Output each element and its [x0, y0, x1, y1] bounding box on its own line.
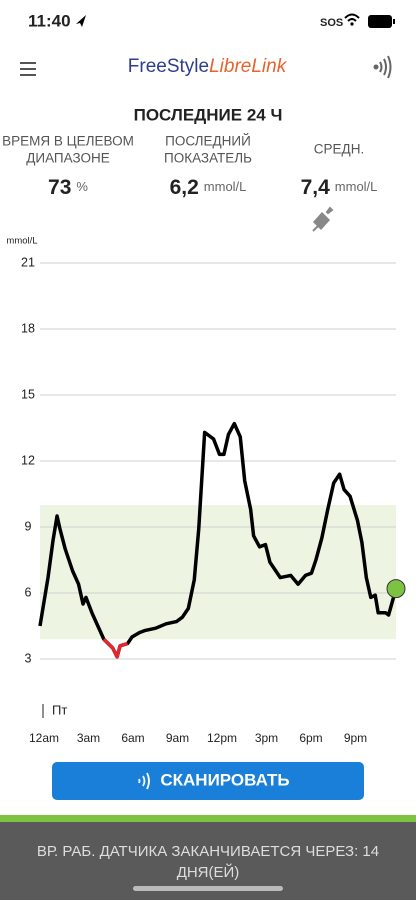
y-tick-label: 18 [21, 321, 35, 335]
stat-unit: mmol/L [335, 179, 378, 194]
x-tick-label: 6am [121, 731, 144, 745]
y-tick-label: 6 [25, 585, 32, 599]
y-tick-label: 21 [21, 255, 35, 269]
wifi-dot [350, 22, 354, 26]
sensor-icon [312, 206, 334, 232]
y-axis-label: mmol/L [6, 236, 37, 247]
battery-icon [368, 15, 392, 28]
y-tick-label: 9 [25, 519, 32, 533]
logo-part: FreeStyle [128, 56, 209, 77]
glucose-line [38, 421, 398, 659]
y-tick-label: 12 [21, 453, 35, 467]
x-tick-label: 9am [166, 731, 189, 745]
stat-number: 6,2 [170, 176, 199, 199]
stat-label: СРЕДН. [314, 142, 364, 157]
x-tick-label: 3pm [255, 731, 278, 745]
x-tick-label: 12am [29, 731, 59, 745]
stat-value: 7,4 mmol/L [301, 176, 378, 199]
current-reading [386, 579, 406, 599]
y-tick-label: 3 [25, 651, 32, 665]
stat-number: 7,4 [301, 176, 331, 199]
stat-label: ДИАПАЗОНЕ [26, 151, 110, 166]
menu-button[interactable] [20, 62, 36, 76]
scan-button-label: СКАНИРОВАТЬ [160, 770, 289, 789]
scan-icon [138, 772, 150, 790]
x-tick-label: 3am [77, 731, 100, 745]
stat-label: ВРЕМЯ В ЦЕЛЕВОМ [2, 134, 134, 149]
x-tick-label: 9pm [344, 731, 367, 745]
status-time: 11:40 [28, 11, 71, 30]
stat-value: 73% [48, 176, 88, 199]
stat-value: 6,2 mmol/L [170, 176, 247, 199]
x-tick-label: 12pm [207, 731, 237, 745]
low-segment [102, 637, 129, 659]
banner-text: ДНЯ(ЕЙ) [177, 863, 240, 881]
logo: FreeStyleLibreLink [128, 56, 288, 77]
scan-button[interactable] [52, 762, 364, 800]
home-indicator [133, 886, 283, 891]
stat-unit: % [76, 179, 88, 194]
x-tick-label: 6pm [299, 731, 322, 745]
stat-label: ПОКАЗАТЕЛЬ [164, 151, 252, 166]
location-icon [76, 15, 86, 27]
banner-stripe [0, 815, 416, 822]
status-sos: SOS [320, 17, 343, 29]
stat-label: ПОСЛЕДНИЙ [165, 134, 251, 149]
logo-part: LibreLink [209, 56, 288, 77]
stat-unit: mmol/L [204, 179, 247, 194]
day-label: Пт [52, 702, 67, 717]
nfc-button[interactable] [373, 55, 392, 79]
banner-text: ВР. РАБ. ДАТЧИКА ЗАКАНЧИВАЕТСЯ ЧЕРЕЗ: 14 [37, 843, 379, 860]
wifi-icon [344, 13, 360, 22]
y-tick-label: 15 [21, 387, 35, 401]
battery-tip [393, 19, 395, 24]
stat-number: 73 [48, 176, 71, 199]
page-title: ПОСЛЕДНИЕ 24 Ч [134, 105, 283, 124]
